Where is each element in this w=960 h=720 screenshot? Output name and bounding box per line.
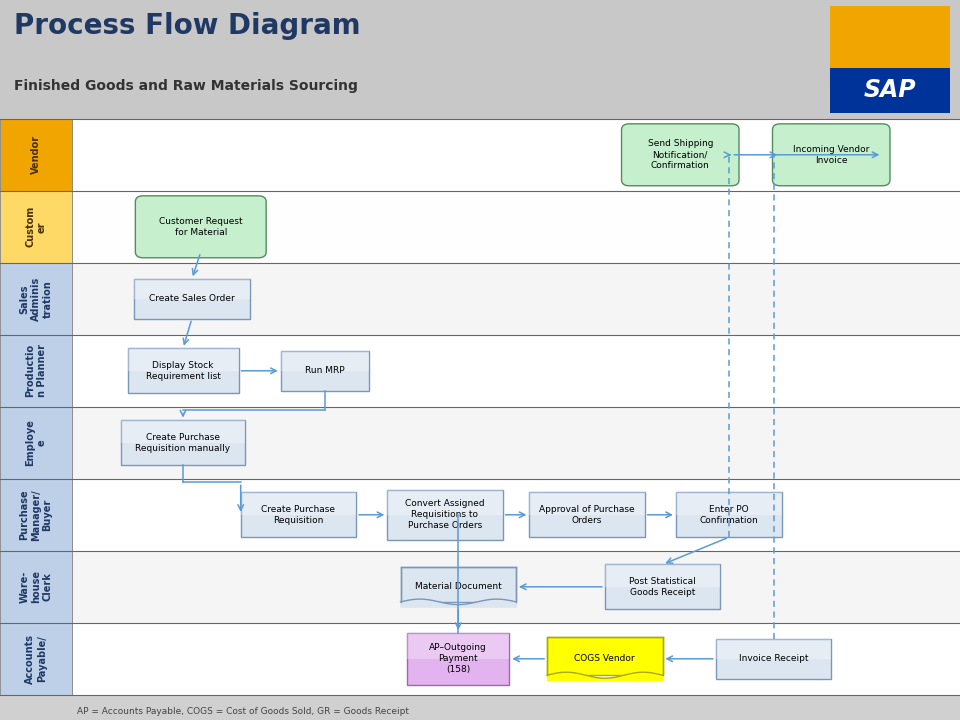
Text: Create Purchase
Requisition: Create Purchase Requisition — [261, 505, 335, 525]
FancyBboxPatch shape — [121, 420, 245, 465]
Bar — [72, 479, 960, 551]
Text: Create Sales Order: Create Sales Order — [149, 294, 235, 303]
Text: Send Shipping
Notification/
Confirmation: Send Shipping Notification/ Confirmation — [648, 139, 713, 171]
Text: Enter PO
Confirmation: Enter PO Confirmation — [700, 505, 758, 525]
FancyBboxPatch shape — [280, 351, 370, 390]
Text: Display Stock
Requirement list: Display Stock Requirement list — [146, 361, 221, 381]
Text: Create Purchase
Requisition manually: Create Purchase Requisition manually — [135, 433, 230, 453]
FancyBboxPatch shape — [529, 492, 645, 537]
Bar — [72, 407, 960, 479]
FancyBboxPatch shape — [621, 124, 739, 186]
FancyBboxPatch shape — [128, 348, 238, 393]
FancyBboxPatch shape — [716, 639, 831, 678]
Text: Vendor: Vendor — [31, 135, 41, 174]
Bar — [72, 623, 960, 695]
Text: AP = Accounts Payable, COGS = Cost of Goods Sold, GR = Goods Receipt: AP = Accounts Payable, COGS = Cost of Go… — [77, 707, 409, 716]
Bar — [0, 551, 72, 623]
Bar — [72, 263, 960, 335]
FancyBboxPatch shape — [676, 492, 782, 537]
Text: Run MRP: Run MRP — [305, 366, 345, 375]
Bar — [0, 263, 72, 335]
Text: Post Statistical
Goods Receipt: Post Statistical Goods Receipt — [629, 577, 696, 597]
Text: Purchase
Manager/
Buyer: Purchase Manager/ Buyer — [19, 489, 53, 541]
Text: Finished Goods and Raw Materials Sourcing: Finished Goods and Raw Materials Sourcin… — [14, 78, 358, 93]
Text: Ware-
house
Clerk: Ware- house Clerk — [19, 570, 53, 603]
Bar — [830, 6, 950, 113]
Bar — [0, 191, 72, 263]
FancyBboxPatch shape — [134, 279, 250, 318]
Text: SAP: SAP — [864, 78, 917, 102]
FancyBboxPatch shape — [241, 492, 356, 515]
Bar — [72, 191, 960, 263]
Text: AP–Outgoing
Payment
(158): AP–Outgoing Payment (158) — [429, 643, 487, 675]
Bar — [0, 335, 72, 407]
Bar — [0, 0, 960, 119]
Text: Customer Request
for Material: Customer Request for Material — [159, 217, 243, 237]
FancyBboxPatch shape — [407, 633, 510, 685]
Text: Sales
Adminis
tration: Sales Adminis tration — [19, 276, 53, 321]
FancyBboxPatch shape — [605, 564, 720, 609]
FancyBboxPatch shape — [128, 348, 238, 371]
FancyBboxPatch shape — [135, 196, 266, 258]
FancyBboxPatch shape — [407, 633, 510, 659]
Bar — [0, 119, 72, 191]
FancyBboxPatch shape — [121, 420, 245, 443]
FancyBboxPatch shape — [134, 279, 250, 299]
Text: Accounts
Payable/: Accounts Payable/ — [25, 634, 47, 684]
Text: Material Document: Material Document — [415, 582, 502, 591]
Text: Employe
e: Employe e — [25, 419, 47, 467]
Text: COGS Vendor: COGS Vendor — [574, 654, 636, 663]
Text: Custom
er: Custom er — [25, 206, 47, 248]
Text: Incoming Vendor
Invoice: Incoming Vendor Invoice — [793, 145, 870, 165]
Text: Productio
n Planner: Productio n Planner — [25, 344, 47, 397]
Text: Approval of Purchase
Orders: Approval of Purchase Orders — [540, 505, 635, 525]
FancyBboxPatch shape — [676, 492, 782, 515]
FancyBboxPatch shape — [387, 490, 503, 515]
FancyBboxPatch shape — [716, 639, 831, 659]
Bar — [72, 551, 960, 623]
Text: Invoice Receipt: Invoice Receipt — [739, 654, 808, 663]
Bar — [0, 407, 72, 479]
Bar — [72, 119, 960, 191]
FancyBboxPatch shape — [400, 567, 516, 602]
Bar — [0, 479, 72, 551]
FancyBboxPatch shape — [773, 124, 890, 186]
Bar — [72, 335, 960, 407]
FancyBboxPatch shape — [387, 490, 503, 540]
FancyBboxPatch shape — [547, 637, 662, 675]
Bar — [0, 623, 72, 695]
FancyBboxPatch shape — [605, 564, 720, 587]
Bar — [830, 68, 950, 113]
FancyBboxPatch shape — [241, 492, 356, 537]
FancyBboxPatch shape — [529, 492, 645, 515]
FancyBboxPatch shape — [280, 351, 370, 371]
Text: Convert Assigned
Requisitions to
Purchase Orders: Convert Assigned Requisitions to Purchas… — [405, 499, 485, 531]
Text: Process Flow Diagram: Process Flow Diagram — [14, 12, 361, 40]
